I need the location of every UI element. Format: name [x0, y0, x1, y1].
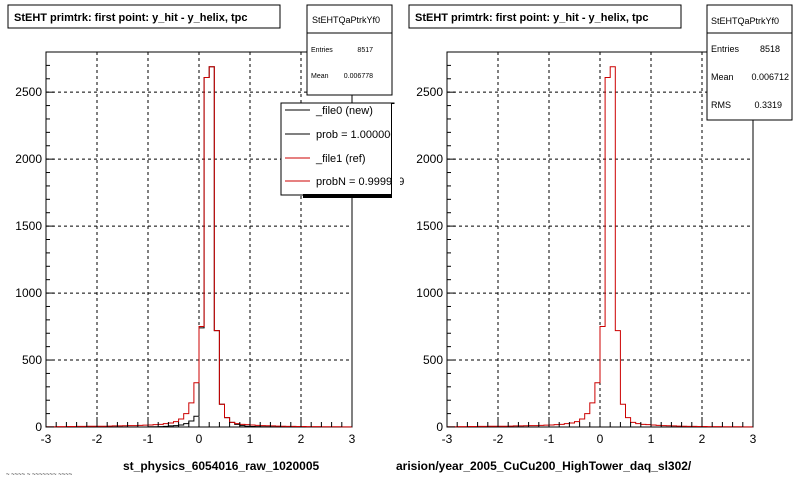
right-y-tick-label: 1000 — [416, 286, 443, 300]
left-stats-value-0: 8517 — [357, 47, 373, 54]
right-y-tick-label: 1500 — [416, 219, 443, 233]
left-y-tick-label: 2500 — [15, 85, 42, 99]
left-x-tick-label: 2 — [298, 432, 305, 446]
left-x-tick-label: -1 — [143, 432, 154, 446]
left-stats-name: StEHTQaPtrkYf0 — [312, 15, 380, 25]
left-y-tick-label: 1000 — [15, 286, 42, 300]
right-x-tick-label: -1 — [544, 432, 555, 446]
left-stats-box: StEHTQaPtrkYf0 Entries 8517 Mean 0.00677… — [306, 4, 393, 96]
legend-label-1: prob = 1.000000 — [316, 129, 396, 141]
right-x-tick-label: -2 — [493, 432, 504, 446]
right-stats-label-0: Entries — [711, 44, 740, 54]
right-x-tick-label: 2 — [699, 432, 706, 446]
right-x-tick-label: 1 — [648, 432, 655, 446]
right-y-tick-label: 2000 — [416, 152, 443, 166]
left-x-tick-label: 1 — [247, 432, 254, 446]
left-panel: StEHT primtrk: first point: y_hit - y_he… — [7, 4, 404, 473]
right-y-axis: 0 500 1000 1500 2000 2500 — [416, 51, 455, 434]
left-stats-label-0: Entries — [311, 47, 333, 54]
right-y-tick-label: 500 — [423, 353, 443, 367]
left-stats-value-1: 0.006778 — [344, 73, 373, 80]
left-y-tick-label: 500 — [22, 353, 42, 367]
right-panel: StEHT primtrk: first point: y_hit - y_he… — [396, 4, 793, 473]
right-y-tick-label: 2500 — [416, 85, 443, 99]
left-title-box — [7, 4, 281, 29]
right-chart-title: StEHT primtrk: first point: y_hit - y_he… — [415, 12, 648, 24]
right-stats-value-2: 0.3319 — [754, 100, 782, 110]
right-y-tick-label: 0 — [436, 420, 443, 434]
right-x-axis: -3 -2 -1 0 1 2 3 — [442, 417, 757, 446]
left-x-tick-label: -3 — [41, 432, 52, 446]
left-y-tick-label: 1500 — [15, 219, 42, 233]
left-chart-title: StEHT primtrk: first point: y_hit - y_he… — [14, 12, 247, 24]
right-stats-value-0: 8518 — [760, 44, 780, 54]
legend-label-0: _file0 (new) — [315, 105, 373, 117]
right-stats-box: StEHTQaPtrkYf0 Entries 8518 Mean 0.00671… — [706, 4, 793, 121]
right-x-tick-label: 3 — [750, 432, 757, 446]
left-y-axis: 0 500 1000 1500 2000 2500 — [15, 51, 54, 434]
right-stats-value-1: 0.006712 — [751, 72, 789, 82]
left-x-tick-label: -2 — [92, 432, 103, 446]
left-x-axis: -3 -2 -1 0 1 2 3 — [41, 417, 356, 446]
right-title-box — [408, 4, 682, 29]
right-x-axis-title: arision/year_2005_CuCu200_HighTower_daq_… — [396, 459, 692, 473]
left-stats-label-1: Mean — [311, 73, 329, 80]
right-x-tick-label: 0 — [597, 432, 604, 446]
left-y-tick-label: 2000 — [15, 152, 42, 166]
left-x-tick-label: 0 — [196, 432, 203, 446]
right-x-tick-label: -3 — [442, 432, 453, 446]
left-y-tick-label: 0 — [35, 420, 42, 434]
left-x-axis-title: st_physics_6054016_raw_1020005 — [123, 459, 319, 473]
footer-note: ~ ~~~~ ~ ~~~~~~~ ~~~~ — [6, 472, 73, 478]
right-stats-name: StEHTQaPtrkYf0 — [711, 16, 779, 26]
right-stats-label-1: Mean — [711, 72, 734, 82]
left-legend: _file0 (new) prob = 1.000000 _file1 (ref… — [280, 102, 404, 198]
legend-label-3: probN = 0.999989 — [316, 176, 404, 188]
left-x-tick-label: 3 — [349, 432, 356, 446]
right-stats-label-2: RMS — [711, 100, 731, 110]
legend-label-2: _file1 (ref) — [315, 153, 366, 165]
